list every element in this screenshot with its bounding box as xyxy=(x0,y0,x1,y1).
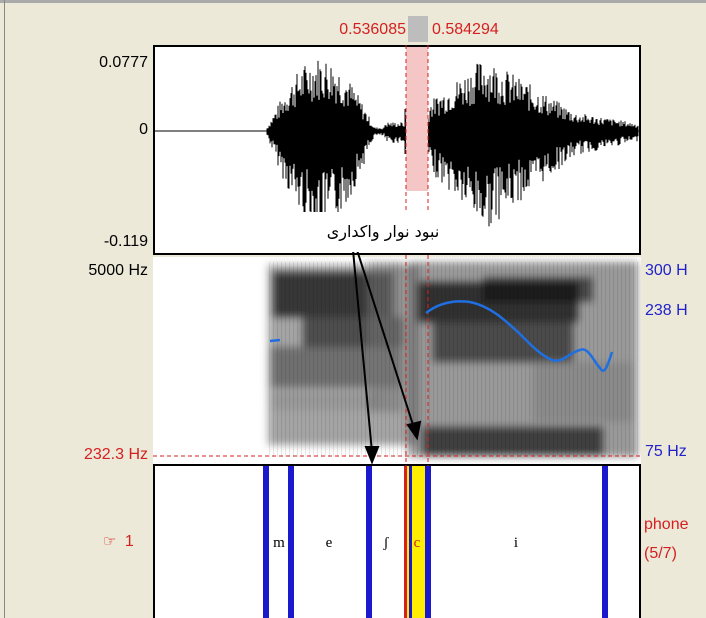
spectrogram-plot xyxy=(268,262,638,457)
top-border xyxy=(0,0,706,3)
spectrogram-max-freq-label: 5000 Hz xyxy=(88,262,148,279)
interval-boundary[interactable] xyxy=(602,466,608,618)
phoneme-label: e xyxy=(325,535,333,551)
tier-name: phone xyxy=(644,516,689,533)
phoneme-label: m xyxy=(273,535,285,551)
waveform-min-label: -0.119 xyxy=(103,233,148,250)
interval-boundary[interactable] xyxy=(263,466,269,618)
cursor-frequency-label: 232.3 Hz xyxy=(83,446,148,463)
interval-boundary[interactable] xyxy=(288,466,294,618)
waveform-signal xyxy=(266,60,639,229)
pitch-min-label: 75 Hz xyxy=(645,443,687,460)
selected-interval-left-edge xyxy=(404,466,407,618)
waveform-plot xyxy=(155,60,639,229)
selection-handle[interactable] xyxy=(408,16,428,42)
phoneme-label: ʃ xyxy=(383,535,389,551)
interval-boundary[interactable] xyxy=(366,466,372,618)
phoneme-label: i xyxy=(513,535,519,551)
interval-boundary[interactable] xyxy=(425,466,431,618)
interval-boundary[interactable] xyxy=(409,466,412,618)
pitch-max-label: 300 H xyxy=(645,262,688,279)
spectrogram-panel[interactable] xyxy=(153,257,641,464)
waveform-zero-label: 0 xyxy=(139,121,148,138)
textgrid-tier-panel[interactable] xyxy=(153,464,641,618)
tier-interval-count: (5/7) xyxy=(644,545,677,562)
tier-label[interactable]: ☞ 1 xyxy=(103,533,134,551)
tier-number: 1 xyxy=(124,533,134,550)
phoneme-label-selected: c xyxy=(413,535,421,551)
annotation-text: نبود نوار واکداری xyxy=(326,222,440,241)
selection-end-time: 0.584294 xyxy=(432,21,499,38)
pitch-mid-label: 238 H xyxy=(645,302,688,319)
annotation-label-box: نبود نوار واکداری xyxy=(300,212,466,252)
pointing-hand-icon: ☞ xyxy=(103,533,117,550)
selection-start-time: 0.536085 xyxy=(339,21,406,38)
left-frame-line xyxy=(4,0,5,618)
waveform-max-label: 0.0777 xyxy=(99,54,148,71)
